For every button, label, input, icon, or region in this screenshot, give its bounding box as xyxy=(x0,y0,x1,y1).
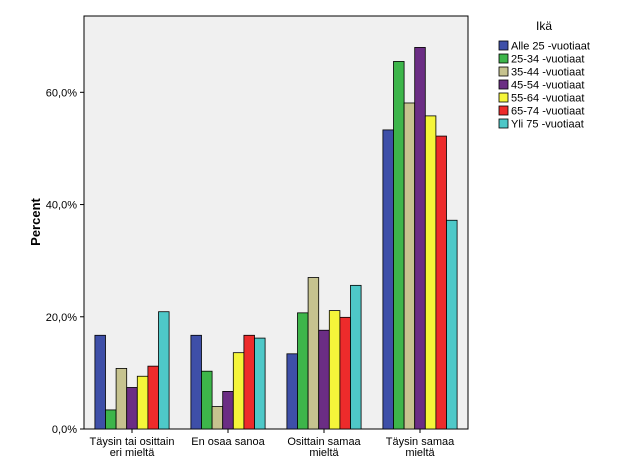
legend-swatch xyxy=(498,118,509,129)
bar xyxy=(190,334,202,430)
x-tick-label: mieltä xyxy=(405,447,435,459)
bar xyxy=(297,312,309,430)
legend-swatch xyxy=(498,66,509,77)
x-tick-label: eri mieltä xyxy=(110,447,156,459)
y-tick-label: 60,0% xyxy=(46,87,77,99)
bar xyxy=(232,352,245,430)
bar xyxy=(115,367,128,430)
legend-swatch xyxy=(498,40,509,51)
legend-label: 35-44 -vuotiaat xyxy=(511,67,584,79)
bar xyxy=(126,387,138,430)
legend-label: 25-34 -vuotiaat xyxy=(511,54,584,66)
bar xyxy=(147,365,159,430)
legend-label: 55-64 -vuotiaat xyxy=(511,93,584,105)
x-tick-label: Osittain samaa xyxy=(287,436,361,448)
legend-swatch xyxy=(498,79,509,90)
legend-label: Alle 25 -vuotiaat xyxy=(511,41,590,53)
bar xyxy=(201,370,213,430)
y-axis-label: Percent xyxy=(28,197,43,245)
legend-label: 65-74 -vuotiaat xyxy=(511,106,584,118)
bar xyxy=(222,391,234,430)
bar xyxy=(382,129,394,430)
bar xyxy=(286,353,298,430)
legend-title: Ikä xyxy=(536,19,552,33)
y-tick-label: 20,0% xyxy=(46,312,77,324)
x-tick-label: Täysin samaa xyxy=(386,436,455,448)
bar xyxy=(435,135,447,430)
x-tick-label: Täysin tai osittain xyxy=(90,436,175,448)
bar xyxy=(136,375,149,430)
bar xyxy=(350,284,362,430)
y-tick-label: 40,0% xyxy=(46,200,77,212)
bar xyxy=(158,311,170,430)
y-tick-label: 0,0% xyxy=(52,424,77,436)
bar xyxy=(339,316,351,430)
legend-swatch xyxy=(498,92,509,103)
bar xyxy=(393,61,405,430)
bar xyxy=(211,406,224,430)
x-tick-label: En osaa sanoa xyxy=(191,436,265,448)
legend-label: 45-54 -vuotiaat xyxy=(511,80,584,92)
legend-swatch xyxy=(498,105,509,116)
legend-swatch xyxy=(498,53,509,64)
legend-label: Yli 75 -vuotiaat xyxy=(511,119,584,131)
bar xyxy=(424,115,437,430)
bar xyxy=(94,334,106,430)
bar xyxy=(328,310,341,430)
bar xyxy=(243,334,255,430)
bar xyxy=(318,329,330,430)
bar xyxy=(307,277,320,430)
x-tick-label: mieltä xyxy=(309,447,339,459)
bar xyxy=(414,47,426,430)
bar xyxy=(254,337,266,430)
bar xyxy=(403,102,416,430)
bar xyxy=(105,409,117,430)
bar xyxy=(446,219,458,430)
